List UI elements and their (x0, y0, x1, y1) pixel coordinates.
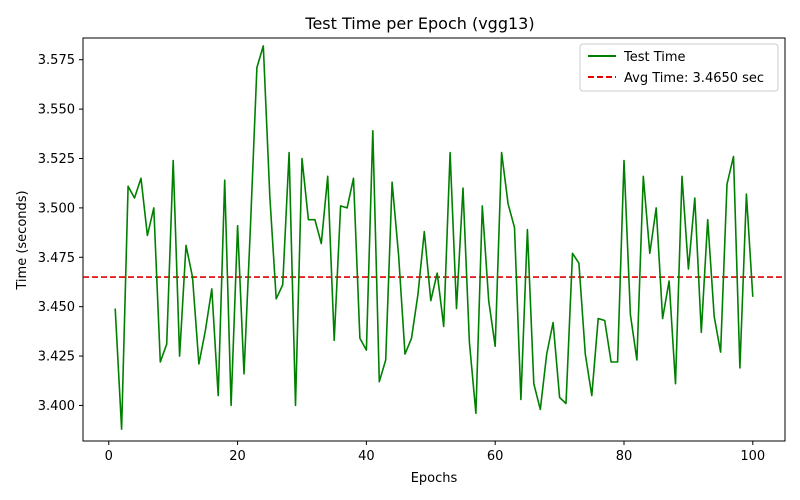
y-tick-label: 3.450 (38, 300, 75, 315)
legend-box (579, 43, 779, 92)
x-axis: 0 20 40 60 80 100 (105, 441, 765, 464)
legend-label-avg-time: Avg Time: 3.4650 sec (624, 71, 764, 86)
y-tick-label: 3.550 (38, 103, 75, 118)
x-tick-label: 20 (229, 449, 246, 464)
y-tick-label: 3.425 (38, 350, 75, 365)
y-axis: 3.400 3.425 3.450 3.475 3.500 3.525 3.550 3.575 (38, 53, 83, 414)
y-tick-label: 3.575 (38, 53, 75, 68)
x-tick-label: 60 (487, 449, 504, 464)
y-tick-label: 3.475 (38, 251, 75, 266)
y-tick-label: 3.500 (38, 201, 75, 216)
plot-area (82, 37, 786, 442)
y-tick-label: 3.400 (38, 399, 75, 414)
series-line-test-time (114, 45, 754, 430)
x-axis-label: Epochs (411, 471, 458, 486)
y-axis-label: Time (seconds) (15, 190, 30, 290)
x-tick-label: 0 (105, 449, 113, 464)
chart-title: Test Time per Epoch (vgg13) (304, 14, 534, 33)
legend: Test Time Avg Time: 3.4650 sec (579, 43, 779, 92)
series-lines (114, 45, 754, 430)
x-tick-label: 80 (616, 449, 633, 464)
y-tick-label: 3.525 (38, 152, 75, 167)
legend-label-test-time: Test Time (623, 50, 686, 65)
x-tick-label: 40 (358, 449, 375, 464)
x-tick-label: 100 (740, 449, 765, 464)
